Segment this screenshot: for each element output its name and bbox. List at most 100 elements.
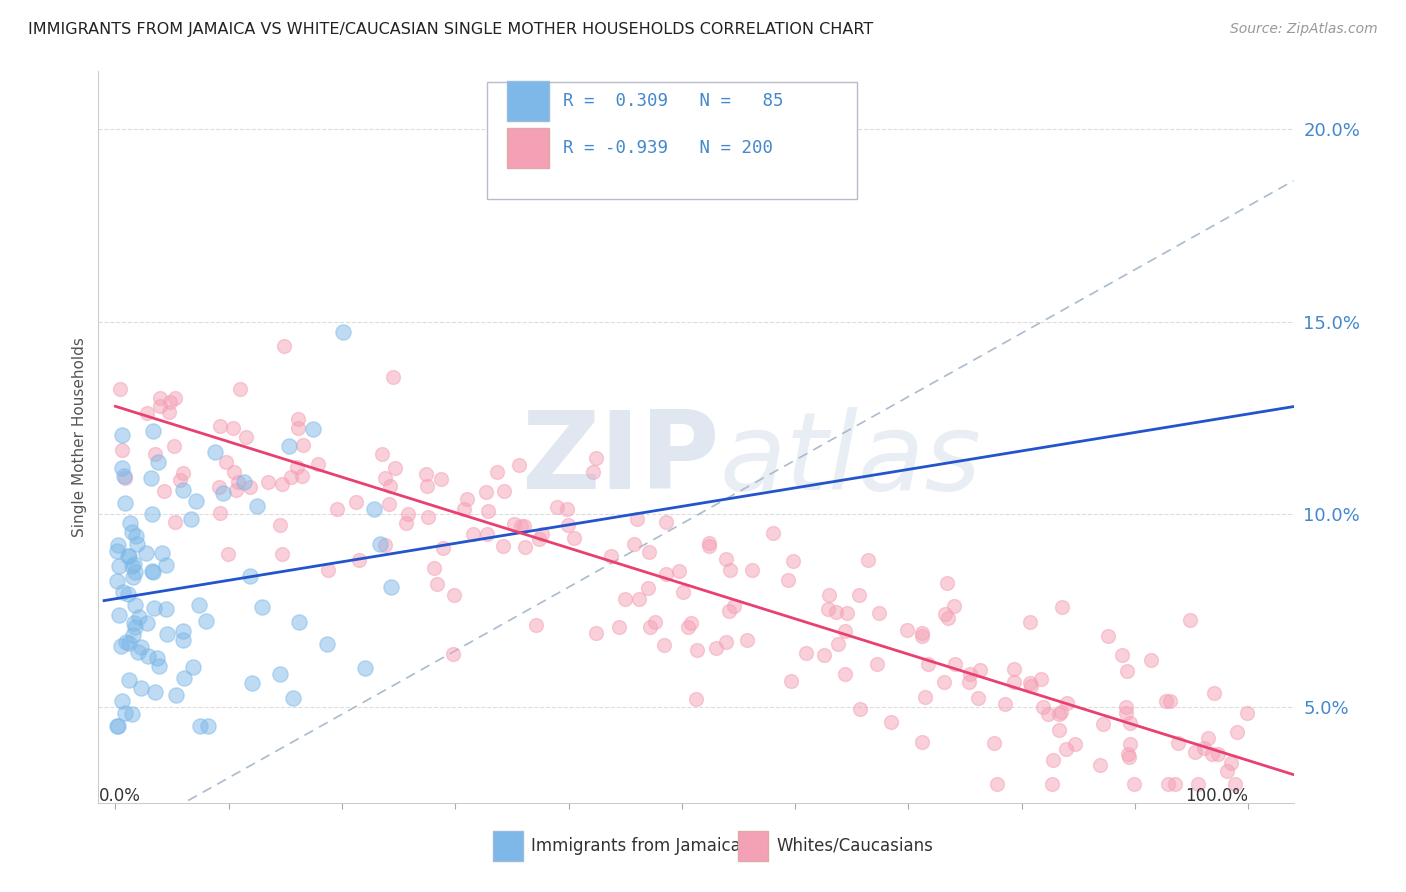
Point xyxy=(142,424,165,438)
Point xyxy=(111,428,134,442)
Point xyxy=(626,512,648,526)
Point xyxy=(396,508,419,522)
Point xyxy=(316,636,339,650)
Point xyxy=(825,605,848,619)
Point xyxy=(685,692,707,706)
Point xyxy=(121,706,143,721)
Point xyxy=(581,465,603,479)
Point xyxy=(644,615,666,630)
Point xyxy=(225,483,247,497)
Point xyxy=(149,391,172,405)
Text: IMMIGRANTS FROM JAMAICA VS WHITE/CAUCASIAN SINGLE MOTHER HOUSEHOLDS CORRELATION : IMMIGRANTS FROM JAMAICA VS WHITE/CAUCASI… xyxy=(28,22,873,37)
Point xyxy=(163,439,186,453)
Point xyxy=(1167,736,1189,750)
Text: atlas: atlas xyxy=(720,407,981,511)
Point xyxy=(932,674,955,689)
Point xyxy=(204,444,226,458)
Point xyxy=(277,439,299,453)
Point xyxy=(269,667,291,681)
Point xyxy=(197,719,219,733)
Point xyxy=(735,633,758,648)
Point xyxy=(1049,706,1071,720)
Point xyxy=(415,467,437,481)
Point xyxy=(131,681,153,696)
Point xyxy=(215,455,238,469)
Point xyxy=(120,516,142,530)
Point xyxy=(257,475,280,490)
Point xyxy=(188,719,211,733)
Point xyxy=(655,567,678,582)
Point xyxy=(173,671,195,685)
Point xyxy=(141,564,163,578)
Point xyxy=(1116,747,1139,762)
Point xyxy=(681,615,703,630)
Point xyxy=(443,588,465,602)
Point xyxy=(423,560,446,574)
Point xyxy=(232,475,254,489)
Point xyxy=(1225,776,1247,790)
Point xyxy=(432,541,454,555)
Point xyxy=(834,624,856,639)
Point xyxy=(155,601,177,615)
Point xyxy=(172,624,194,638)
Point xyxy=(172,466,194,480)
Point xyxy=(209,419,232,434)
Point xyxy=(1202,686,1225,700)
Point xyxy=(486,465,509,479)
Point xyxy=(1063,737,1085,751)
Point xyxy=(911,735,934,749)
Point xyxy=(911,629,934,643)
Point xyxy=(146,651,169,665)
Point xyxy=(1116,664,1139,678)
Point xyxy=(1047,723,1070,737)
Point xyxy=(291,469,314,483)
Point xyxy=(157,405,180,419)
Point xyxy=(741,563,763,577)
Y-axis label: Single Mother Households: Single Mother Households xyxy=(72,337,87,537)
Point xyxy=(969,663,991,677)
Point xyxy=(1184,745,1206,759)
Point xyxy=(141,508,163,522)
Point xyxy=(121,524,143,539)
Point xyxy=(384,461,406,475)
Point xyxy=(107,719,129,733)
Point xyxy=(110,382,132,396)
Point xyxy=(143,685,166,699)
Point xyxy=(704,641,727,656)
Point xyxy=(1032,700,1054,714)
Point xyxy=(150,546,173,560)
Point xyxy=(827,637,849,651)
Point xyxy=(186,494,208,508)
Point xyxy=(628,592,651,607)
Point xyxy=(475,527,498,541)
Point xyxy=(813,648,835,662)
Point xyxy=(326,502,349,516)
Point xyxy=(269,518,291,533)
Point xyxy=(148,455,170,469)
FancyBboxPatch shape xyxy=(508,128,548,168)
FancyBboxPatch shape xyxy=(738,830,768,862)
Point xyxy=(270,547,292,561)
Point xyxy=(117,549,139,563)
Point xyxy=(1040,776,1063,790)
Point xyxy=(111,694,134,708)
Point xyxy=(607,620,630,634)
Point xyxy=(172,483,194,497)
Point xyxy=(776,574,799,588)
Point xyxy=(1139,653,1161,667)
Point xyxy=(285,460,308,475)
Point xyxy=(1164,776,1187,790)
Point xyxy=(415,479,437,493)
Point xyxy=(378,479,401,493)
Point xyxy=(280,469,302,483)
Point xyxy=(510,519,533,533)
Point xyxy=(1154,694,1177,708)
Point xyxy=(508,458,530,472)
Point xyxy=(208,506,231,520)
Point xyxy=(287,421,309,435)
Point xyxy=(564,531,586,545)
Point xyxy=(983,736,1005,750)
Point xyxy=(1042,754,1064,768)
Point xyxy=(112,468,135,483)
Point xyxy=(911,626,934,640)
